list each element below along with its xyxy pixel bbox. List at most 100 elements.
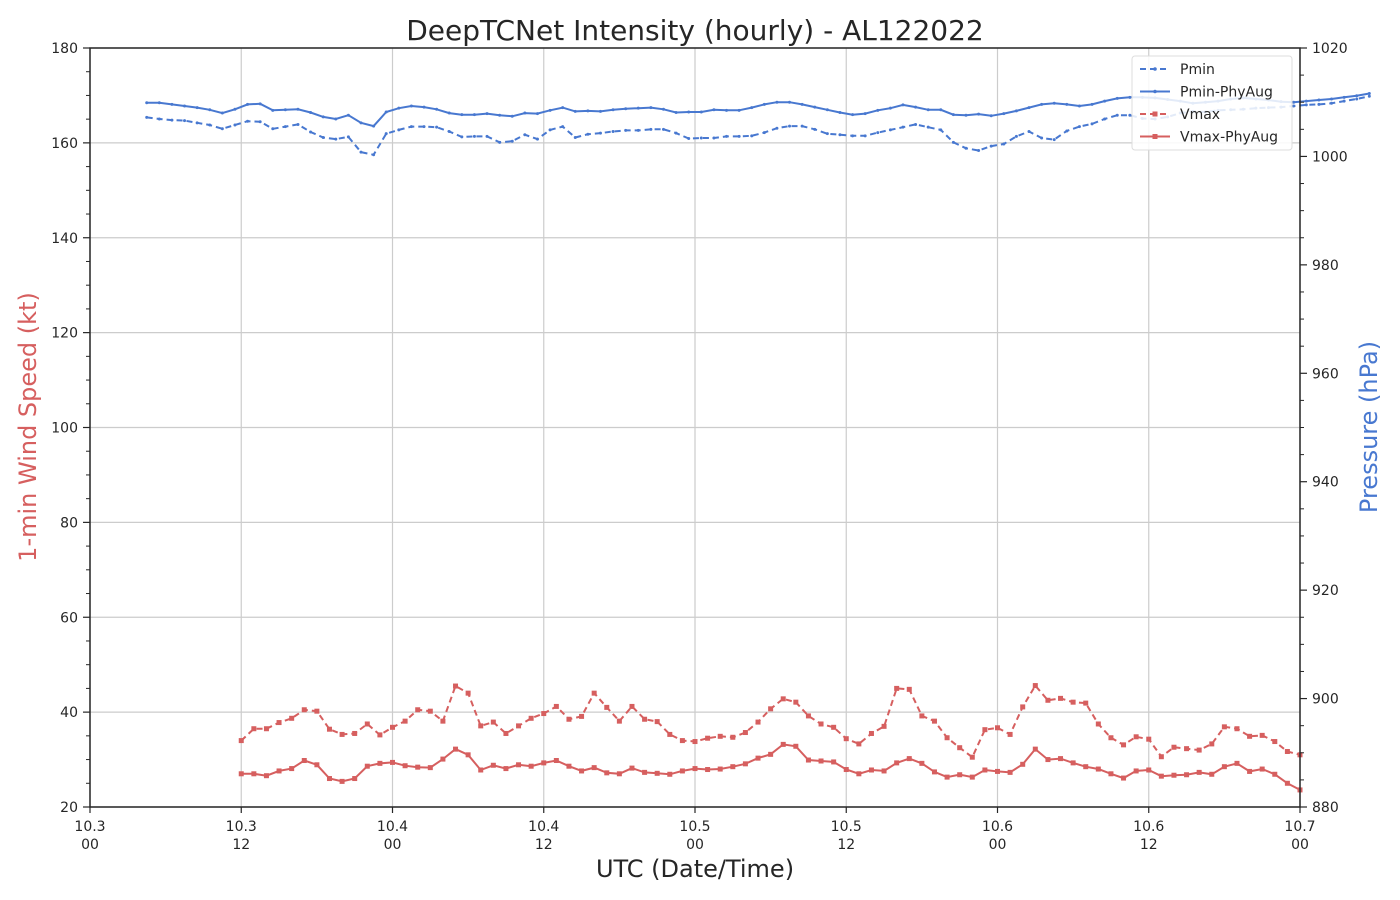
y-tick-label-left: 40 [60, 705, 78, 721]
data-point [296, 107, 300, 111]
data-point [553, 703, 559, 709]
data-point [334, 117, 338, 121]
data-point [478, 723, 484, 729]
data-point [868, 730, 874, 736]
data-point [742, 761, 748, 767]
data-point [1128, 95, 1132, 99]
data-point [1184, 772, 1190, 778]
data-point [793, 699, 799, 705]
data-point [372, 124, 376, 128]
data-point [800, 124, 804, 128]
data-point [195, 106, 199, 110]
data-point [364, 721, 370, 727]
data-point [1103, 99, 1107, 103]
data-point [1065, 102, 1069, 106]
data-point [863, 134, 867, 138]
data-point [384, 132, 388, 136]
series-markers-vmax [238, 683, 1303, 760]
data-point [1171, 772, 1177, 778]
data-point [1158, 754, 1164, 760]
legend-marker [1153, 67, 1157, 71]
data-point [604, 770, 610, 776]
data-point [667, 771, 673, 777]
data-point [1045, 757, 1051, 763]
data-point [901, 125, 905, 129]
legend-box [1131, 55, 1293, 151]
data-point [805, 757, 811, 763]
data-point [687, 137, 691, 141]
data-point [465, 690, 471, 696]
data-point [1014, 109, 1018, 113]
data-point [1171, 744, 1177, 750]
y-tick-label-left: 120 [51, 326, 78, 342]
data-point [157, 117, 161, 121]
data-point [573, 135, 577, 139]
chart-title: DeepTCNet Intensity (hourly) - AL122022 [406, 14, 984, 47]
data-point [283, 125, 287, 129]
data-point [919, 760, 925, 766]
data-point [1007, 769, 1013, 775]
data-point [616, 771, 622, 777]
data-point [1196, 747, 1202, 753]
data-point [1095, 721, 1101, 727]
data-point [1146, 736, 1152, 742]
data-point [661, 127, 665, 131]
y-tick-label-left: 80 [60, 515, 78, 531]
data-point [1121, 742, 1127, 748]
data-point [258, 120, 262, 124]
data-point [1367, 92, 1371, 96]
legend-marker [1152, 111, 1158, 117]
plot-frame [89, 47, 1301, 808]
data-point [679, 768, 685, 774]
y-tick-label-left: 20 [60, 800, 78, 816]
data-point [705, 735, 711, 741]
data-point [818, 721, 824, 727]
data-point [415, 764, 421, 770]
data-point [296, 122, 300, 126]
data-point [334, 137, 338, 141]
data-point [1259, 766, 1265, 772]
data-point [1020, 704, 1026, 710]
data-point [1330, 97, 1334, 101]
data-point [944, 735, 950, 741]
data-point [813, 105, 817, 109]
data-point [977, 148, 981, 152]
legend-label-vmax: Vmax [1180, 107, 1220, 123]
data-point [1065, 129, 1069, 133]
data-point [788, 124, 792, 128]
data-point [503, 730, 509, 736]
x-tick-label-date: 10.5 [679, 819, 710, 835]
data-point [314, 708, 320, 714]
data-point [705, 767, 711, 773]
data-point [964, 113, 968, 117]
data-point [964, 146, 968, 150]
data-point [503, 766, 509, 772]
data-point [422, 125, 426, 129]
data-point [863, 112, 867, 116]
data-point [384, 110, 388, 114]
data-point [516, 723, 522, 729]
data-point [541, 711, 547, 717]
data-point [856, 771, 862, 777]
data-point [460, 135, 464, 139]
data-point [750, 106, 754, 110]
data-point [856, 741, 862, 747]
data-point [1330, 101, 1334, 105]
data-point [768, 751, 774, 757]
data-point [490, 719, 496, 725]
data-point [183, 119, 187, 123]
legend-label-pmin-phyaug: Pmin-PhyAug [1180, 85, 1273, 101]
data-point [352, 730, 358, 736]
data-point [1292, 100, 1296, 104]
data-point [170, 118, 174, 122]
x-tick-label-hour: 00 [989, 837, 1007, 853]
data-point [914, 105, 918, 109]
data-point [271, 127, 275, 131]
data-point [914, 122, 918, 126]
data-point [566, 763, 572, 769]
data-point [876, 108, 880, 112]
data-point [1304, 99, 1308, 103]
data-point [233, 107, 237, 111]
data-point [1040, 136, 1044, 140]
data-point [1355, 94, 1359, 98]
